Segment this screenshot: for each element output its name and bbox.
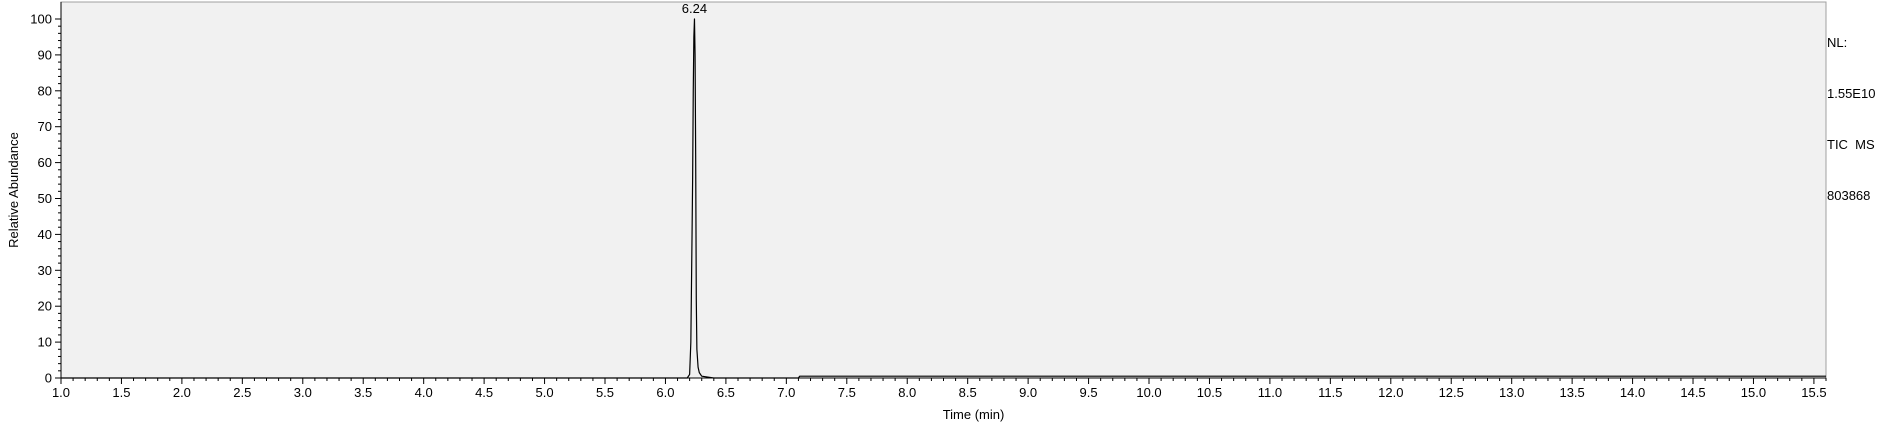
x-tick-label: 11.0 (1258, 385, 1282, 400)
info-sample-id: 803868 (1827, 188, 1871, 203)
x-tick-label: 13.5 (1559, 385, 1584, 400)
x-tick-label: 13.0 (1499, 385, 1524, 400)
annotation-layer: 6.24 (682, 1, 707, 16)
y-tick-label: 50 (38, 191, 52, 206)
x-tick-label: 8.5 (959, 385, 977, 400)
x-tick-label: 8.0 (898, 385, 916, 400)
trace-layer (61, 18, 1826, 379)
x-tick-label: 3.0 (294, 385, 312, 400)
x-tick-label: 15.0 (1741, 385, 1766, 400)
x-tick-label: 5.0 (536, 385, 554, 400)
y-tick-label: 40 (38, 227, 52, 242)
plot-area (60, 1, 1827, 379)
tic-trace (61, 18, 1826, 379)
x-tick-label: 4.0 (415, 385, 433, 400)
x-tick-label: 6.5 (717, 385, 735, 400)
x-tick-label: 4.5 (475, 385, 493, 400)
x-tick-label: 2.5 (233, 385, 251, 400)
y-tick-label: 10 (38, 335, 52, 350)
y-tick-label: 0 (45, 371, 52, 386)
y-tick-label: 70 (38, 119, 52, 134)
y-tick-label: 90 (38, 47, 52, 62)
y-axis: 0 10 20 30 40 50 60 70 80 90 100 (30, 2, 62, 386)
x-tick-label: 6.0 (656, 385, 674, 400)
x-tick-label: 12.0 (1378, 385, 1403, 400)
x-tick-label: 9.0 (1019, 385, 1037, 400)
y-tick-label: 80 (38, 83, 52, 98)
x-tick-label: 9.5 (1080, 385, 1098, 400)
x-tick-label: 1.5 (112, 385, 130, 400)
info-scan-type: TIC MS (1827, 137, 1875, 152)
x-tick-label: 10.5 (1197, 385, 1222, 400)
info-nl-label: NL: (1827, 35, 1848, 50)
peak-label: 6.24 (682, 1, 707, 16)
x-tick-label: 5.5 (596, 385, 614, 400)
x-tick-label: 3.5 (354, 385, 372, 400)
y-tick-label: 100 (30, 12, 52, 27)
info-nl-value: 1.55E10 (1827, 86, 1876, 101)
y-tick-label: 60 (38, 155, 52, 170)
x-tick-label: 10.0 (1136, 385, 1161, 400)
y-axis-title: Relative Abundance (6, 132, 21, 248)
x-tick-label: 14.0 (1620, 385, 1645, 400)
x-axis-title: Time (min) (943, 407, 1005, 422)
x-tick-label: 15.5 (1801, 385, 1826, 400)
x-tick-label: 7.0 (777, 385, 795, 400)
x-axis: 1.0 1.5 2.0 2.5 3.0 3.5 4.0 4.5 5.0 5.5 6.0 6.5 7.0 7… (52, 377, 1827, 400)
x-tick-label: 14.5 (1680, 385, 1705, 400)
x-tick-label: 1.0 (52, 385, 70, 400)
y-tick-label: 30 (38, 263, 52, 278)
info-panel: NL: 1.55E10 TIC MS 803868 (1827, 0, 1875, 221)
x-tick-label: 12.5 (1439, 385, 1464, 400)
x-tick-label: 11.5 (1318, 385, 1342, 400)
x-tick-label: 2.0 (173, 385, 191, 400)
y-tick-label: 20 (38, 299, 52, 314)
x-tick-label: 7.5 (838, 385, 856, 400)
